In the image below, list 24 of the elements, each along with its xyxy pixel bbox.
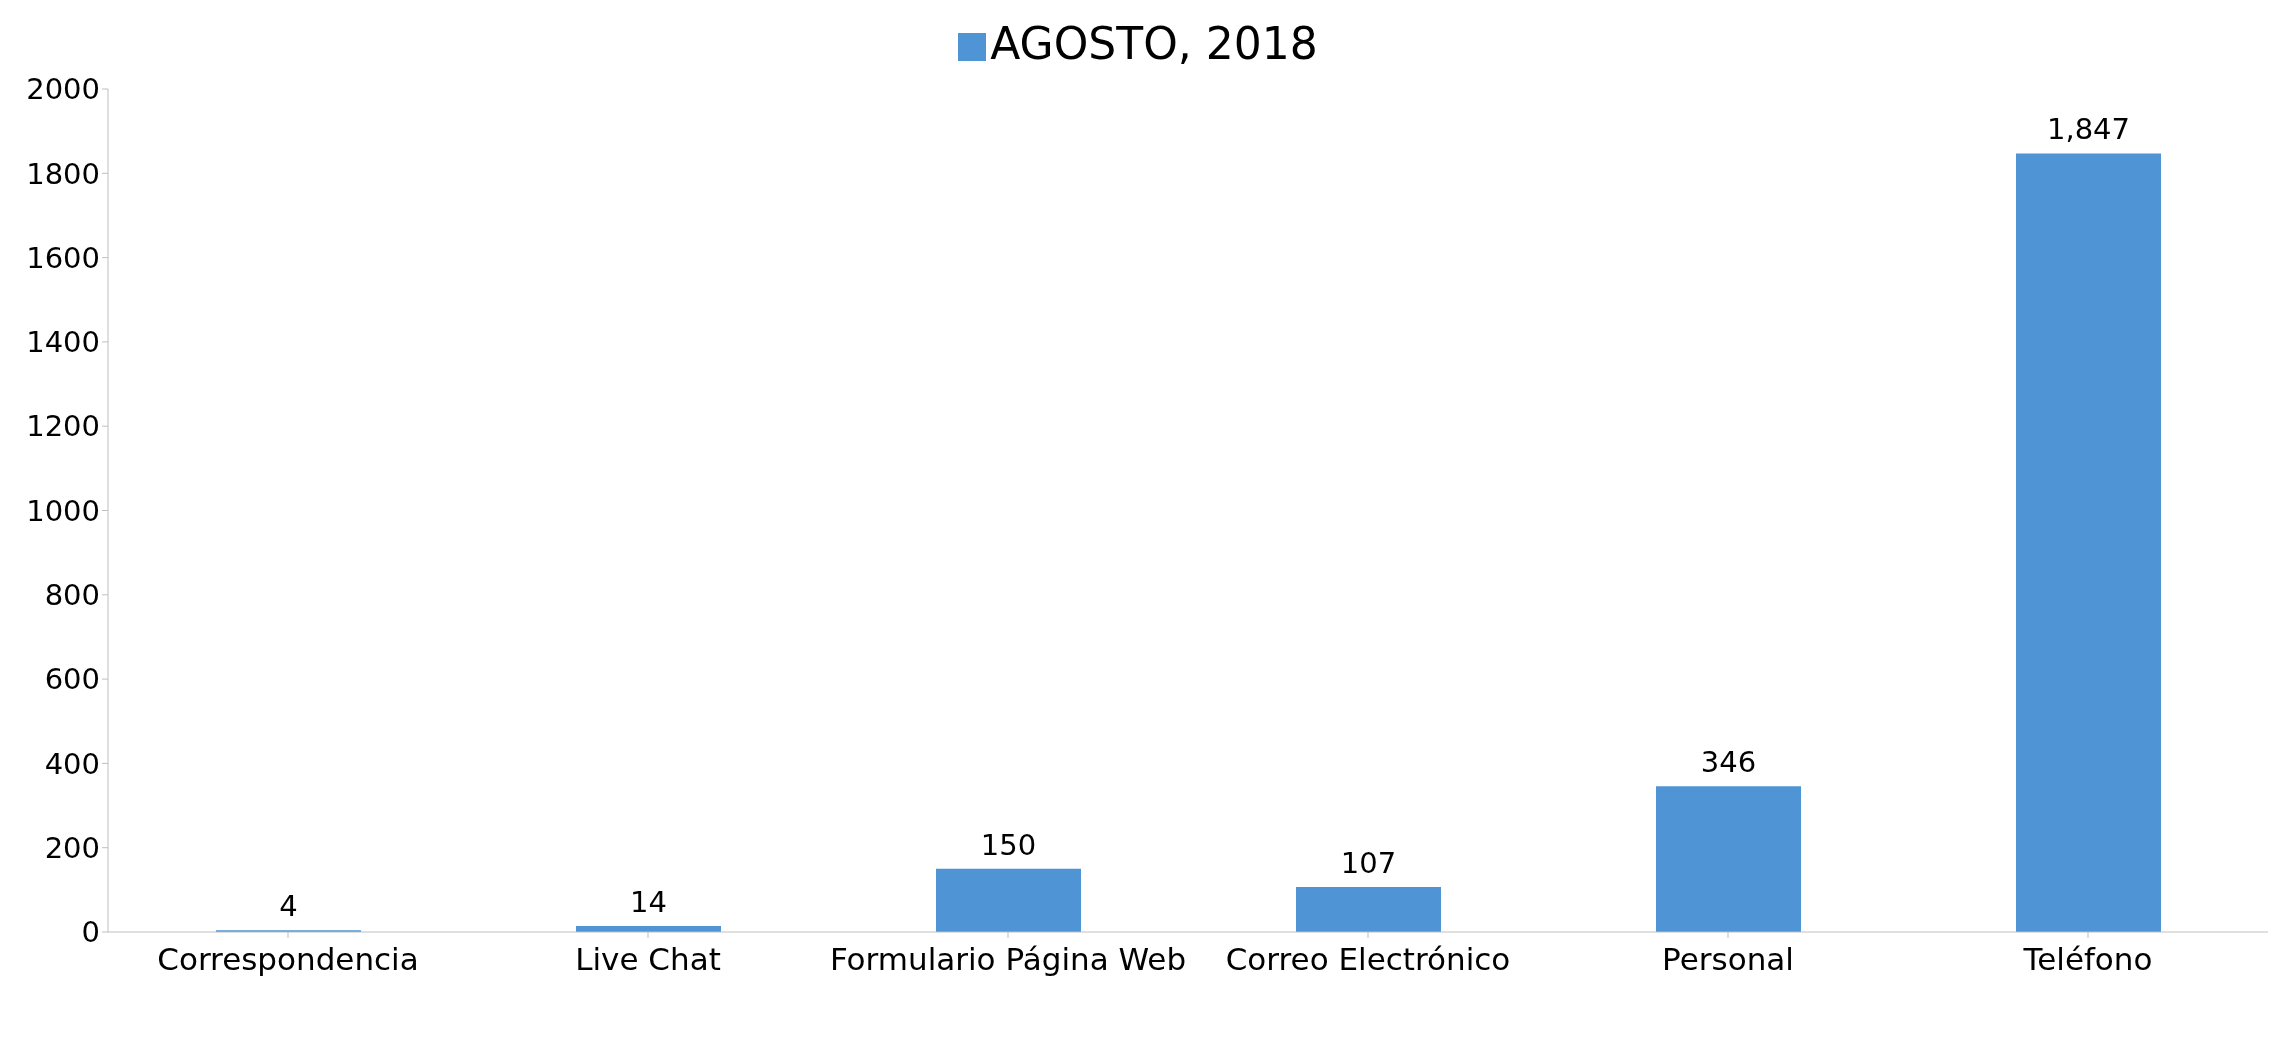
y-tick-label: 1800 <box>26 156 100 191</box>
x-tick-label: Live Chat <box>575 941 721 978</box>
x-tick-label: Teléfono <box>2022 941 2153 978</box>
data-label: 4 <box>279 889 298 924</box>
y-tick-label: 600 <box>44 662 100 697</box>
y-tick-label: 2000 <box>26 72 100 107</box>
data-label: 107 <box>1340 845 1397 880</box>
y-tick-label: 1200 <box>26 409 100 444</box>
y-tick-label: 0 <box>81 915 100 950</box>
x-tick-label: Correo Electrónico <box>1225 941 1511 978</box>
legend-label: AGOSTO, 2018 <box>990 18 1318 69</box>
y-tick-label: 1400 <box>26 325 100 360</box>
y-tick-label: 800 <box>44 578 100 613</box>
y-tick-label: 1000 <box>26 493 100 528</box>
data-label: 14 <box>630 885 667 920</box>
data-label: 150 <box>980 827 1037 862</box>
y-tick-label: 200 <box>44 830 100 865</box>
y-tick-label: 1600 <box>26 240 100 275</box>
y-tick-label: 400 <box>44 746 100 781</box>
data-label: 1,847 <box>2046 112 2131 147</box>
x-tick-label: Personal <box>1662 941 1794 978</box>
x-tick-label: Formulario Página Web <box>829 941 1187 978</box>
x-tick-label: Correspondencia <box>157 941 419 978</box>
data-label: 346 <box>1700 745 1757 780</box>
